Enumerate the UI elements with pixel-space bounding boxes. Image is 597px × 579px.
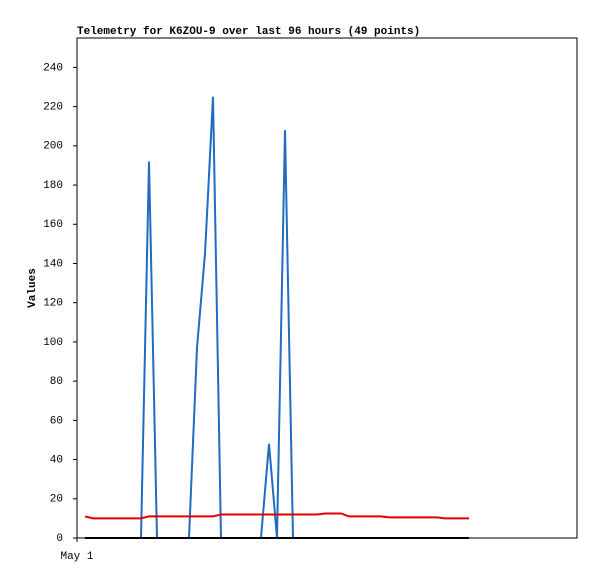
data-line <box>84 512 469 520</box>
data-line <box>85 96 469 539</box>
x-tick-label: May 1 <box>60 551 93 563</box>
y-tick-label: 40 <box>50 454 63 466</box>
y-tick-label: 180 <box>43 180 63 192</box>
y-tick-label: 220 <box>43 102 63 114</box>
y-tick-label: 100 <box>43 337 63 349</box>
y-tick-label: 80 <box>50 376 63 388</box>
y-tick-label: 0 <box>56 533 63 545</box>
y-tick-label: 120 <box>43 298 63 310</box>
y-tick-label: 20 <box>50 494 63 506</box>
y-tick-label: 140 <box>43 258 63 270</box>
chart-title: Telemetry for K6ZOU-9 over last 96 hours… <box>77 26 420 38</box>
y-axis-label: Values <box>27 268 39 308</box>
y-tick-label: 60 <box>50 415 63 427</box>
y-tick-label: 160 <box>43 219 63 231</box>
y-tick-label: 200 <box>43 141 63 153</box>
y-tick-label: 240 <box>43 62 63 74</box>
